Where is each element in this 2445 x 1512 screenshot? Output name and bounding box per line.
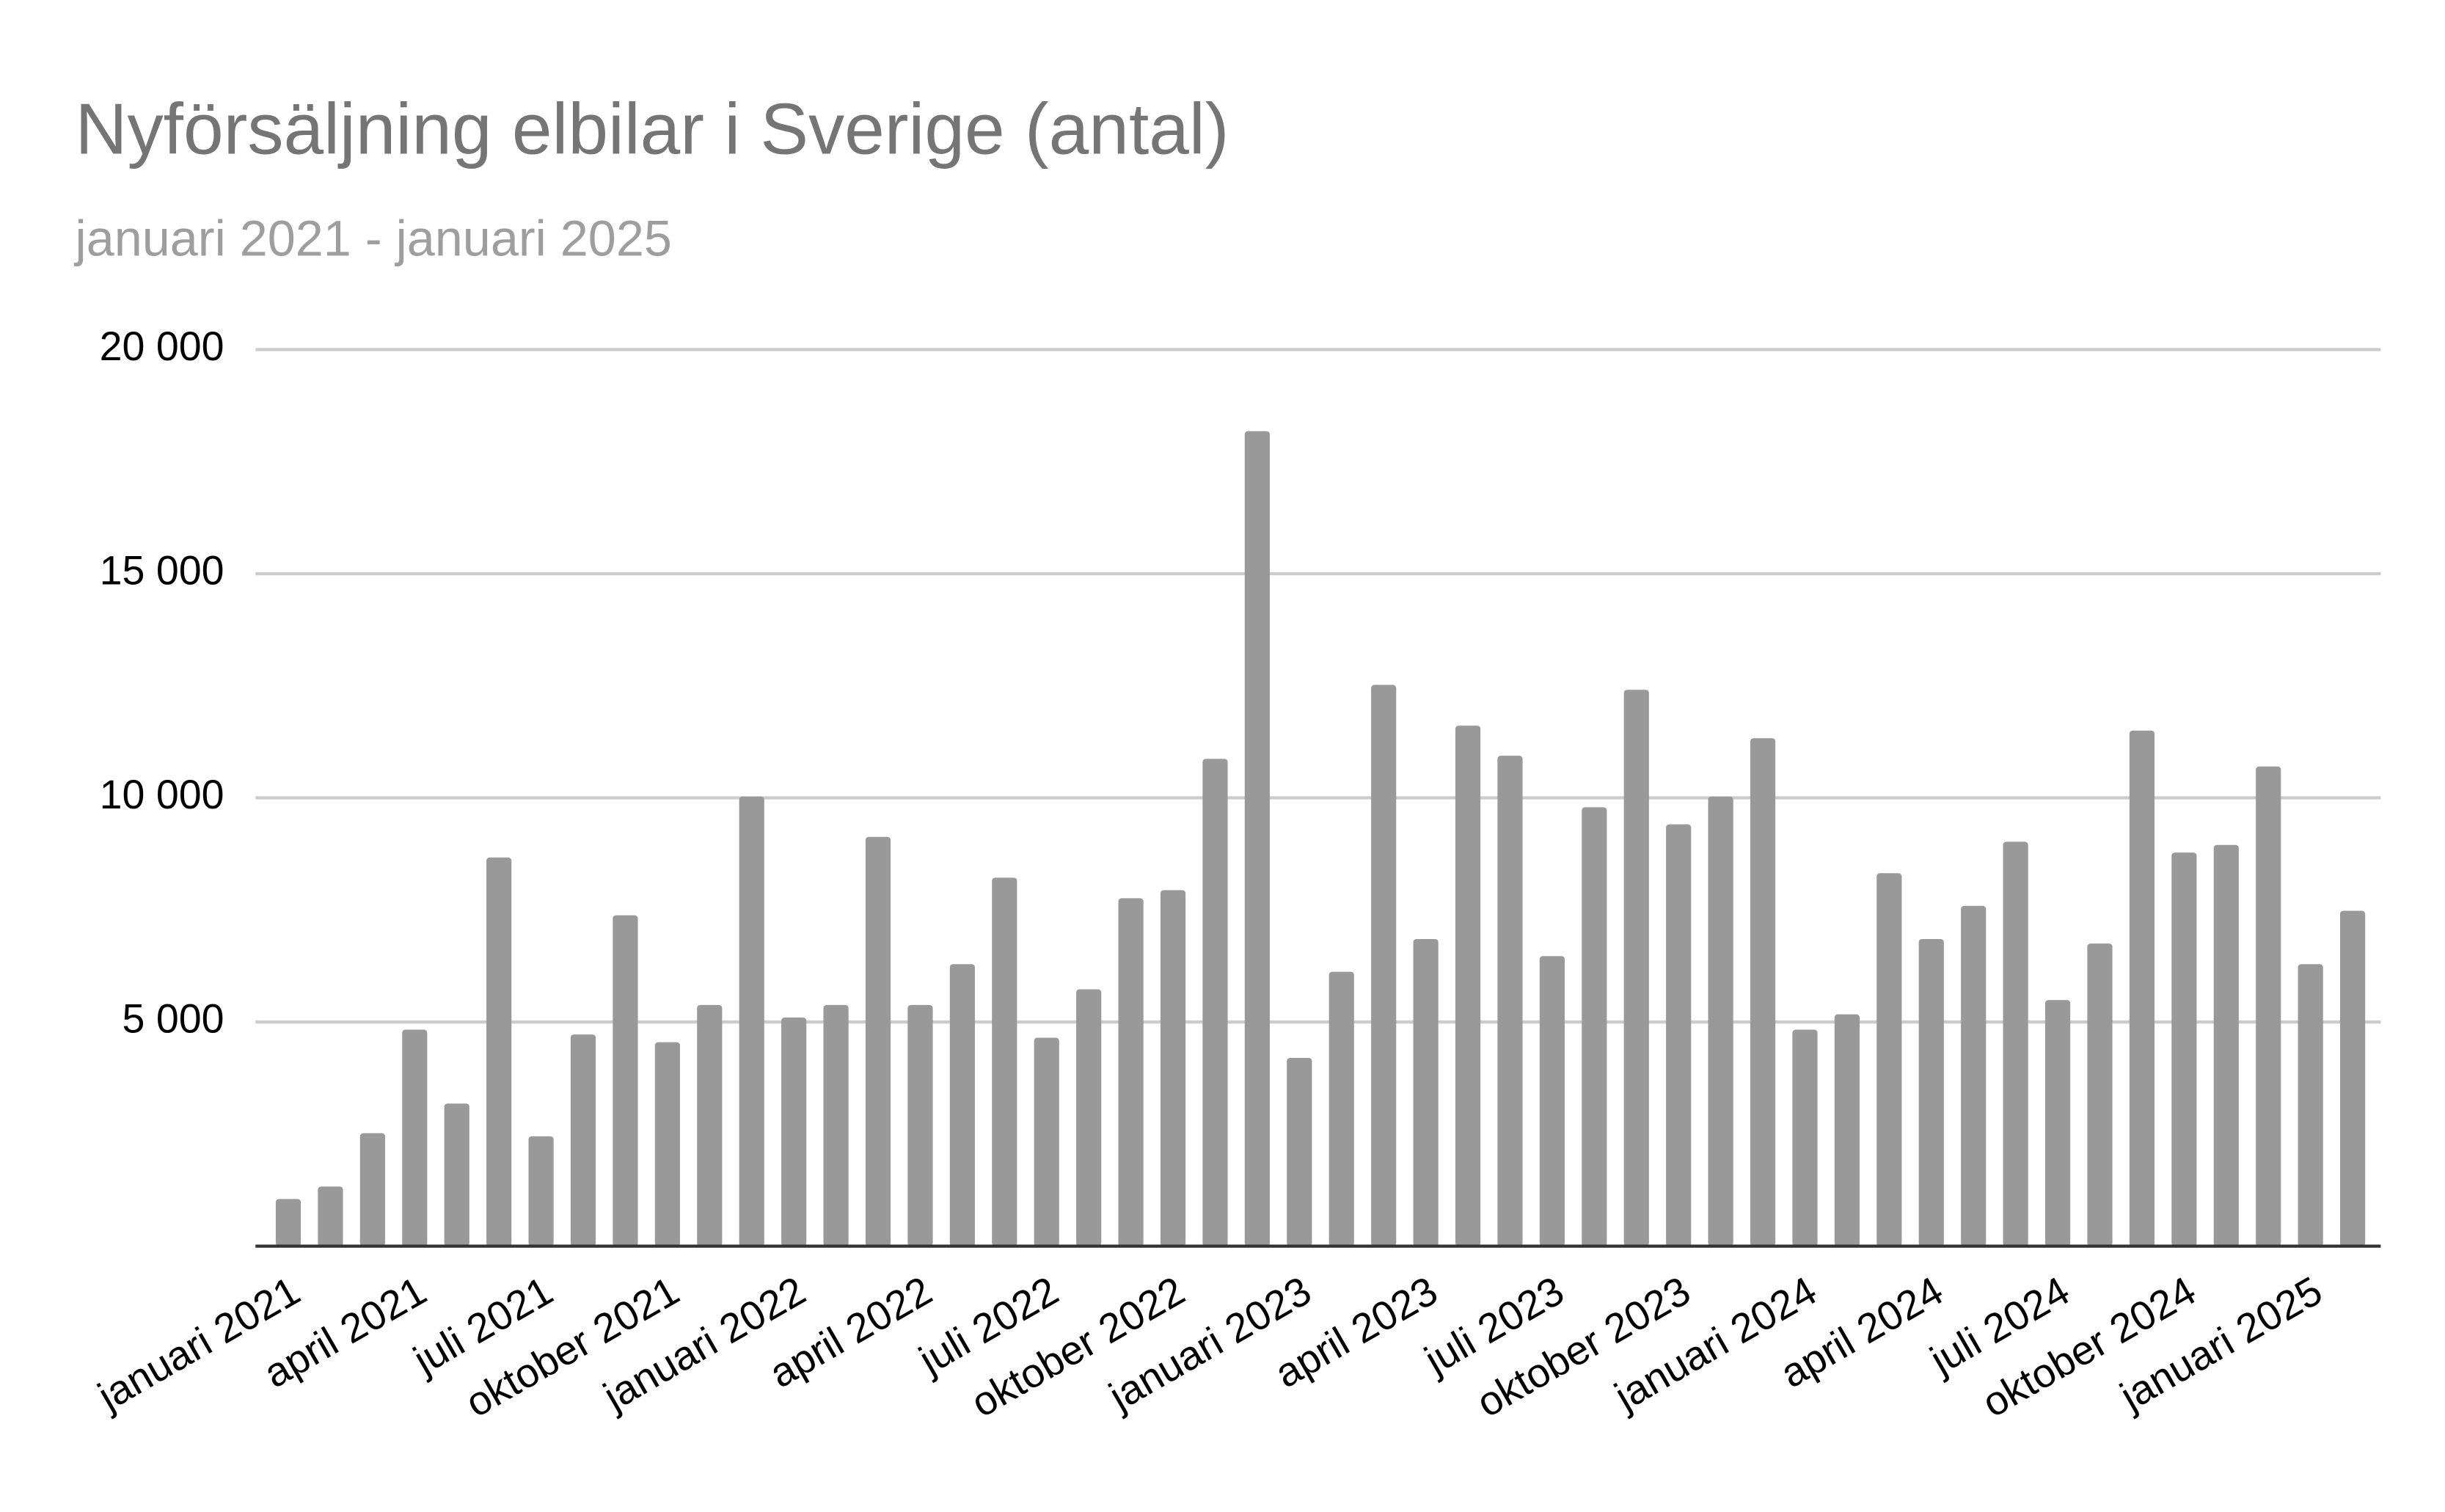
y-tick-label: 10 000 xyxy=(100,772,224,817)
bar xyxy=(2339,910,2366,1246)
bar xyxy=(2087,943,2113,1246)
bar xyxy=(992,877,1017,1246)
bar xyxy=(402,1029,428,1246)
bar xyxy=(1076,989,1102,1246)
bar xyxy=(613,915,638,1246)
bar xyxy=(1834,1014,1860,1246)
bar xyxy=(1666,824,1692,1246)
bar xyxy=(1582,807,1607,1246)
bar xyxy=(1034,1037,1059,1246)
bar xyxy=(865,836,891,1246)
bar xyxy=(697,1004,723,1246)
bar xyxy=(528,1136,554,1246)
y-tick-label: 20 000 xyxy=(100,324,224,369)
bar xyxy=(1244,431,1270,1246)
bar xyxy=(1202,759,1228,1246)
chart-title: Nyförsäljning elbilar i Sverige (antal) xyxy=(76,88,1229,169)
bar xyxy=(570,1034,596,1246)
bar xyxy=(1118,898,1144,1246)
bar xyxy=(1455,726,1481,1246)
bar xyxy=(1708,796,1733,1246)
bar xyxy=(1539,956,1565,1246)
bar xyxy=(823,1004,849,1246)
bar xyxy=(739,796,764,1246)
bar xyxy=(1792,1029,1818,1246)
bar xyxy=(318,1186,343,1246)
bar xyxy=(654,1042,680,1246)
bar xyxy=(486,857,512,1246)
bar xyxy=(275,1199,301,1246)
bar xyxy=(2044,1000,2071,1246)
chart-subtitle: januari 2021 - januari 2025 xyxy=(74,211,672,266)
y-tick-label: 15 000 xyxy=(100,548,224,594)
bar xyxy=(781,1017,807,1246)
bar xyxy=(1876,873,1902,1246)
bar xyxy=(1413,939,1439,1246)
bar xyxy=(359,1133,385,1246)
x-tick-label: januari 2021 xyxy=(89,1268,308,1420)
bar xyxy=(2256,766,2281,1246)
bar xyxy=(1371,684,1397,1246)
bar xyxy=(949,964,975,1246)
bar xyxy=(2298,964,2323,1246)
bar xyxy=(1160,890,1186,1246)
bar xyxy=(1750,738,1776,1246)
bar xyxy=(907,1004,933,1246)
bar xyxy=(2003,841,2028,1246)
bar xyxy=(2171,852,2197,1246)
bar xyxy=(2129,730,2155,1246)
bar xyxy=(1287,1057,1312,1246)
bar xyxy=(444,1103,469,1246)
bar xyxy=(1918,939,1944,1246)
bar xyxy=(2213,844,2239,1246)
bar xyxy=(1497,756,1523,1246)
bar xyxy=(1329,971,1354,1246)
y-tick-label: 5 000 xyxy=(123,996,224,1042)
bar xyxy=(1623,690,1649,1246)
bar xyxy=(1961,905,1987,1246)
